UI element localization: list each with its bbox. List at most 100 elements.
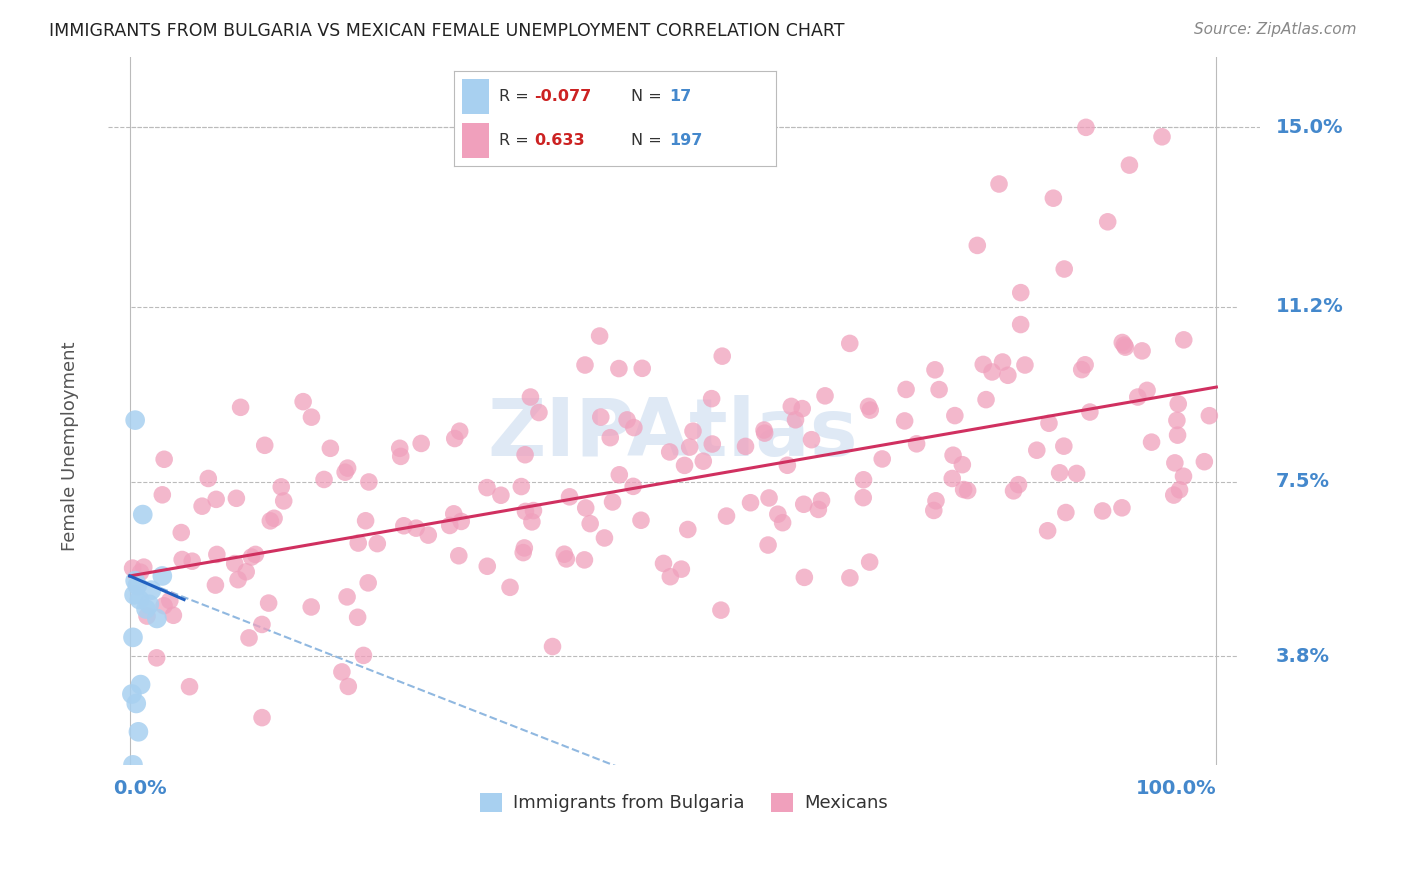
- Point: [1010, 285, 1032, 300]
- Point: [1038, 416, 1060, 430]
- Point: [411, 436, 433, 450]
- Point: [814, 389, 837, 403]
- Point: [225, 491, 247, 506]
- Point: [658, 445, 681, 459]
- Point: [858, 400, 880, 414]
- Point: [553, 547, 575, 561]
- Text: Female Unemployment: Female Unemployment: [60, 342, 79, 551]
- Point: [475, 481, 498, 495]
- Point: [172, 552, 194, 566]
- Point: [122, 757, 145, 772]
- Legend: Immigrants from Bulgaria, Mexicans: Immigrants from Bulgaria, Mexicans: [472, 786, 894, 820]
- Point: [124, 574, 146, 588]
- Point: [273, 494, 295, 508]
- Point: [204, 578, 226, 592]
- Point: [1198, 409, 1220, 423]
- Point: [132, 508, 155, 522]
- Point: [1114, 340, 1136, 354]
- Point: [292, 394, 315, 409]
- Text: 0.0%: 0.0%: [114, 779, 167, 798]
- Point: [527, 405, 550, 419]
- Text: 11.2%: 11.2%: [1277, 297, 1344, 317]
- Point: [711, 349, 734, 363]
- Point: [389, 450, 412, 464]
- Point: [616, 413, 638, 427]
- Point: [1168, 483, 1191, 497]
- Point: [682, 424, 704, 438]
- Point: [1053, 439, 1076, 453]
- Point: [477, 559, 499, 574]
- Point: [1036, 524, 1059, 538]
- Point: [807, 502, 830, 516]
- Point: [1053, 262, 1076, 277]
- Point: [520, 515, 543, 529]
- Point: [602, 495, 624, 509]
- Point: [129, 677, 152, 691]
- Point: [988, 177, 1011, 191]
- Point: [630, 513, 652, 527]
- Point: [956, 483, 979, 498]
- Point: [1091, 504, 1114, 518]
- Point: [388, 442, 411, 456]
- Point: [942, 448, 965, 462]
- Point: [623, 420, 645, 434]
- Point: [513, 448, 536, 462]
- Point: [127, 724, 149, 739]
- Point: [1078, 405, 1101, 419]
- Point: [170, 525, 193, 540]
- Point: [132, 560, 155, 574]
- Point: [588, 329, 610, 343]
- Point: [226, 573, 249, 587]
- Point: [593, 531, 616, 545]
- Point: [141, 583, 163, 598]
- Point: [439, 518, 461, 533]
- Point: [224, 557, 246, 571]
- Point: [1130, 343, 1153, 358]
- Point: [1070, 362, 1092, 376]
- Point: [555, 552, 578, 566]
- Point: [1002, 483, 1025, 498]
- Point: [245, 548, 267, 562]
- Point: [122, 631, 145, 645]
- Point: [1025, 443, 1047, 458]
- Point: [447, 549, 470, 563]
- Point: [941, 471, 963, 485]
- Point: [1164, 456, 1187, 470]
- Point: [991, 355, 1014, 369]
- Point: [607, 467, 630, 482]
- Point: [129, 565, 152, 579]
- Point: [270, 480, 292, 494]
- Point: [599, 431, 621, 445]
- Point: [673, 458, 696, 473]
- Point: [1194, 455, 1216, 469]
- Point: [671, 562, 693, 576]
- Text: 100.0%: 100.0%: [1136, 779, 1216, 798]
- Point: [179, 680, 201, 694]
- Point: [127, 578, 149, 592]
- Point: [449, 424, 471, 438]
- Point: [541, 640, 564, 654]
- Point: [838, 571, 860, 585]
- Point: [229, 401, 252, 415]
- Point: [205, 548, 228, 562]
- Point: [574, 358, 596, 372]
- Point: [981, 365, 1004, 379]
- Point: [312, 473, 335, 487]
- Point: [337, 680, 360, 694]
- Point: [574, 553, 596, 567]
- Point: [443, 507, 465, 521]
- Point: [922, 503, 945, 517]
- Point: [756, 538, 779, 552]
- Point: [1042, 191, 1064, 205]
- Point: [692, 454, 714, 468]
- Point: [792, 401, 814, 416]
- Point: [122, 588, 145, 602]
- Point: [336, 590, 359, 604]
- Point: [894, 383, 917, 397]
- Point: [512, 546, 534, 560]
- Point: [519, 390, 541, 404]
- Point: [336, 461, 359, 475]
- Point: [702, 437, 724, 451]
- Point: [1007, 477, 1029, 491]
- Point: [125, 697, 148, 711]
